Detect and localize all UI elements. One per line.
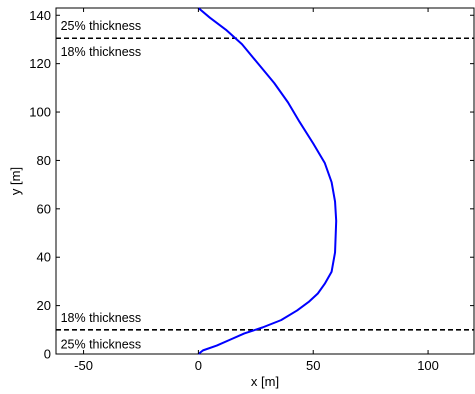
ticks: -50 0 50 100 0 20 40 60 80 100 120 140 <box>29 8 474 373</box>
x-tick-label: 0 <box>195 358 202 373</box>
annotation-label: 25% thickness <box>61 19 142 33</box>
annotations: 25% thickness 18% thickness 18% thickness 2… <box>61 19 142 351</box>
series-group <box>197 7 338 355</box>
plot-area <box>55 7 475 355</box>
x-tick-label: 100 <box>417 358 439 373</box>
x-axis-label: x [m] <box>251 374 279 389</box>
reference-lines <box>56 37 474 331</box>
y-tick-label: 140 <box>29 8 51 23</box>
y-tick-label: 100 <box>29 105 51 120</box>
y-tick-label: 20 <box>37 298 51 313</box>
y-tick-label: 40 <box>37 250 51 265</box>
plot-frame <box>55 7 475 355</box>
y-tick-label: 120 <box>29 56 51 71</box>
series-line <box>197 7 338 355</box>
y-axis-label: y [m] <box>8 167 23 195</box>
y-tick-label: 0 <box>44 347 51 362</box>
y-tick-label: 80 <box>37 153 51 168</box>
annotation-label: 18% thickness <box>61 311 142 325</box>
annotation-label: 18% thickness <box>61 45 142 59</box>
x-tick-label: -50 <box>74 358 93 373</box>
x-tick-label: 50 <box>306 358 320 373</box>
y-tick-label: 60 <box>37 201 51 216</box>
annotation-label: 25% thickness <box>61 337 142 351</box>
